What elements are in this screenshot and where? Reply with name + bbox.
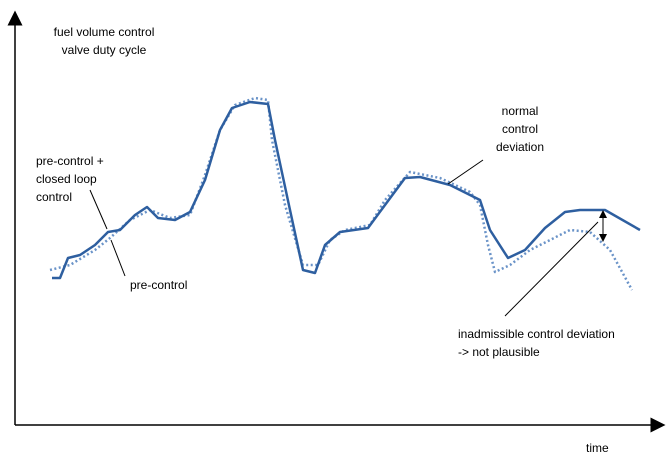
annotation: control <box>502 122 538 136</box>
annotation: control <box>36 190 72 204</box>
annotation: inadmissible control deviation <box>458 327 615 341</box>
annotation: closed loop <box>36 172 97 186</box>
annotation: deviation <box>496 140 544 154</box>
leader-line <box>447 159 484 185</box>
annotation: normal <box>502 104 539 118</box>
annotation: -> not plausible <box>458 345 540 359</box>
y-axis-label: valve duty cycle <box>62 43 147 57</box>
pre-control-curve <box>49 96 634 291</box>
y-axis-label: fuel volume control <box>54 25 155 39</box>
annotation: pre-control + <box>36 154 104 168</box>
x-axis-label: time <box>586 441 609 455</box>
leader-line <box>504 221 599 317</box>
annotation: pre-control <box>130 278 187 292</box>
leader-line <box>110 239 126 277</box>
closed-loop-curve <box>52 100 641 280</box>
leader-line <box>89 189 108 230</box>
